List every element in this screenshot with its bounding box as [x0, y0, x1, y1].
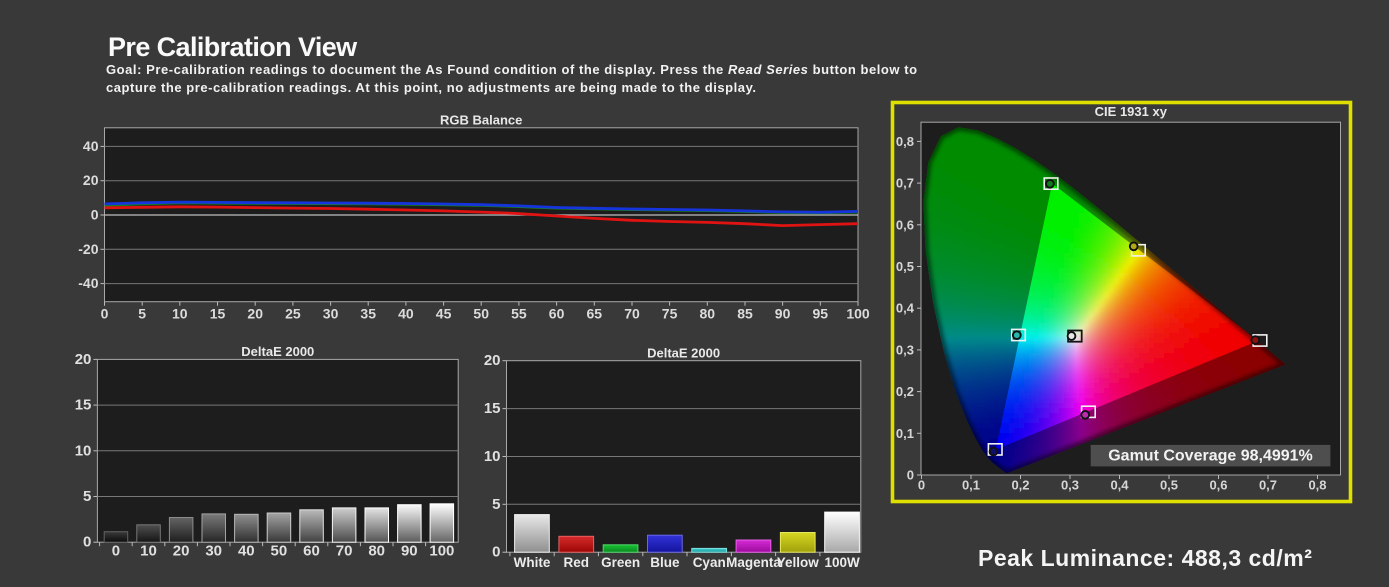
svg-text:95: 95	[813, 306, 829, 322]
svg-text:5: 5	[83, 488, 91, 505]
svg-text:10: 10	[75, 442, 92, 459]
svg-text:Gamut Coverage 98,4991%: Gamut Coverage 98,4991%	[1108, 448, 1313, 465]
svg-text:-20: -20	[78, 241, 98, 257]
svg-text:0,1: 0,1	[896, 426, 914, 441]
svg-text:0: 0	[907, 468, 914, 483]
svg-text:20: 20	[247, 306, 263, 322]
svg-text:Red: Red	[564, 555, 590, 570]
svg-text:20: 20	[484, 352, 501, 369]
svg-text:Yellow: Yellow	[777, 555, 820, 570]
svg-text:5: 5	[492, 496, 500, 513]
svg-text:50: 50	[473, 306, 489, 322]
svg-text:0: 0	[83, 534, 91, 551]
svg-text:Blue: Blue	[650, 555, 680, 570]
svg-text:60: 60	[549, 306, 565, 322]
svg-text:0,6: 0,6	[896, 217, 914, 232]
svg-text:0: 0	[112, 543, 120, 560]
svg-text:15: 15	[484, 400, 501, 417]
svg-text:90: 90	[775, 306, 791, 322]
svg-text:15: 15	[210, 306, 226, 322]
svg-text:0,3: 0,3	[1061, 478, 1079, 493]
svg-text:45: 45	[436, 306, 452, 322]
svg-text:10: 10	[140, 543, 157, 560]
svg-text:70: 70	[336, 543, 353, 560]
svg-text:10: 10	[484, 448, 501, 465]
svg-text:100: 100	[429, 543, 454, 560]
svg-text:-40: -40	[78, 275, 98, 291]
svg-text:100: 100	[846, 306, 870, 322]
svg-text:0,3: 0,3	[896, 342, 914, 357]
svg-text:0,7: 0,7	[1259, 478, 1277, 493]
svg-text:70: 70	[624, 306, 640, 322]
svg-text:0: 0	[918, 478, 925, 493]
svg-text:0,8: 0,8	[1308, 478, 1326, 493]
svg-text:20: 20	[173, 543, 190, 560]
svg-text:0,5: 0,5	[1160, 478, 1178, 493]
svg-text:0,6: 0,6	[1209, 478, 1227, 493]
svg-text:0,4: 0,4	[896, 301, 915, 316]
svg-text:0,8: 0,8	[896, 134, 914, 149]
svg-text:0,1: 0,1	[962, 478, 980, 493]
svg-text:40: 40	[83, 138, 99, 154]
svg-text:10: 10	[172, 306, 188, 322]
svg-text:60: 60	[303, 543, 320, 560]
svg-text:90: 90	[401, 543, 418, 560]
svg-text:White: White	[514, 555, 551, 570]
svg-text:25: 25	[285, 306, 301, 322]
svg-text:65: 65	[587, 306, 603, 322]
svg-text:100W: 100W	[824, 555, 860, 570]
svg-text:DeltaE 2000: DeltaE 2000	[241, 344, 314, 359]
svg-text:DeltaE 2000: DeltaE 2000	[647, 346, 720, 361]
svg-text:Cyan: Cyan	[693, 555, 726, 570]
svg-text:0,5: 0,5	[896, 259, 914, 274]
svg-text:85: 85	[737, 306, 753, 322]
svg-text:0,4: 0,4	[1110, 478, 1129, 493]
svg-text:0: 0	[492, 544, 500, 561]
svg-text:5: 5	[138, 306, 146, 322]
svg-text:50: 50	[271, 543, 288, 560]
svg-text:RGB Balance: RGB Balance	[440, 113, 522, 128]
svg-text:Magenta: Magenta	[726, 555, 781, 570]
svg-text:30: 30	[205, 543, 222, 560]
svg-text:35: 35	[360, 306, 376, 322]
svg-text:0: 0	[101, 306, 109, 322]
svg-text:0,2: 0,2	[896, 384, 914, 399]
svg-text:CIE 1931 xy: CIE 1931 xy	[1095, 104, 1168, 119]
svg-text:80: 80	[700, 306, 716, 322]
svg-text:30: 30	[323, 306, 339, 322]
svg-text:20: 20	[75, 351, 92, 368]
svg-text:75: 75	[662, 306, 678, 322]
svg-text:0,2: 0,2	[1011, 478, 1029, 493]
svg-text:80: 80	[368, 543, 385, 560]
svg-text:55: 55	[511, 306, 527, 322]
svg-text:0: 0	[91, 207, 99, 223]
svg-text:0,7: 0,7	[896, 176, 914, 191]
svg-text:15: 15	[75, 397, 92, 414]
svg-text:20: 20	[83, 172, 99, 188]
svg-text:Green: Green	[601, 555, 640, 570]
svg-text:40: 40	[238, 543, 255, 560]
svg-text:40: 40	[398, 306, 414, 322]
